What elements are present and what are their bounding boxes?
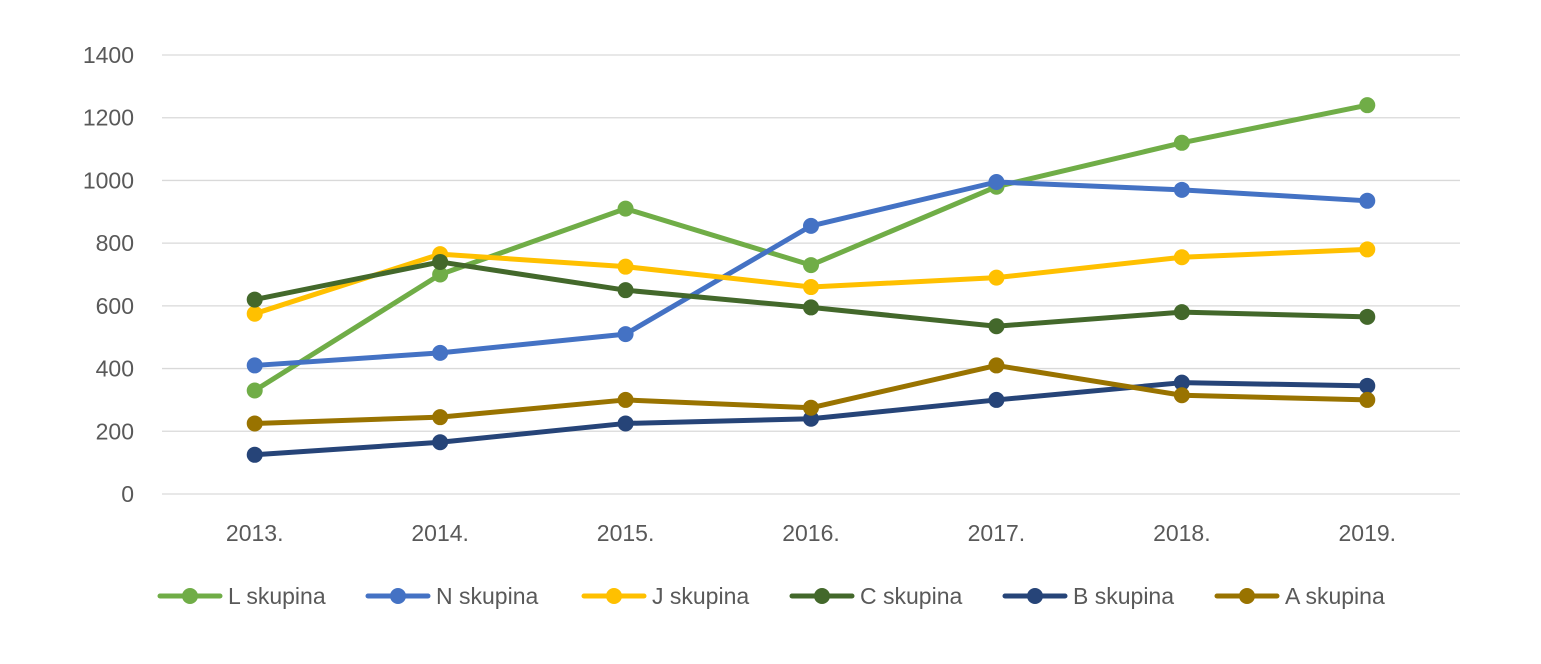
data-point — [246, 415, 263, 432]
series-l-skupina — [246, 97, 1376, 399]
series-c-skupina — [246, 253, 1376, 335]
series-lines — [246, 97, 1376, 463]
data-point — [617, 415, 634, 432]
legend-item: C skupina — [789, 583, 962, 609]
legend-item: A skupina — [1214, 583, 1385, 609]
series-n-skupina — [246, 173, 1376, 374]
y-tick-label: 1200 — [83, 105, 134, 131]
legend-item: L skupina — [157, 583, 326, 609]
data-point — [1359, 97, 1376, 114]
y-tick-label: 600 — [96, 293, 134, 319]
data-point — [803, 217, 819, 234]
series-line — [252, 102, 1370, 394]
grid-lines — [162, 54, 1460, 495]
legend-item: B skupina — [1002, 583, 1174, 609]
data-point — [988, 269, 1005, 286]
legend-label: C skupina — [860, 583, 962, 609]
y-tick-label: 400 — [96, 356, 134, 382]
data-point — [1173, 181, 1190, 198]
data-point — [617, 258, 634, 275]
y-tick-label: 1000 — [83, 167, 134, 193]
legend-item: J skupina — [581, 583, 749, 609]
y-axis-ticks: 0 200 400 600 800 1000 1200 1400 — [83, 42, 134, 507]
data-point — [432, 266, 449, 283]
data-point — [803, 279, 819, 296]
data-point — [1359, 241, 1376, 258]
series-line — [252, 179, 1370, 368]
legend-swatch-marker — [390, 588, 406, 604]
legend: L skupina N skupina J skupina C skupina B sk… — [157, 583, 1385, 609]
x-axis-ticks: 2013. 2014. 2015. 2016. 2017. 2018. 2019. — [226, 520, 1396, 546]
legend-label: L skupina — [228, 583, 326, 609]
data-point — [1359, 391, 1376, 408]
x-tick-label: 2015. — [597, 520, 655, 546]
series-a-skupina — [246, 357, 1376, 432]
data-point — [1359, 192, 1376, 209]
data-point — [617, 200, 634, 217]
x-tick-label: 2017. — [968, 520, 1026, 546]
data-point — [432, 409, 449, 426]
y-tick-label: 800 — [96, 230, 134, 256]
data-point — [1359, 377, 1376, 394]
data-point — [246, 446, 263, 463]
legend-label: A skupina — [1285, 583, 1385, 609]
data-point — [432, 344, 449, 361]
data-point — [617, 282, 634, 299]
legend-swatch-marker — [1239, 588, 1255, 604]
data-point — [988, 173, 1005, 190]
data-point — [803, 257, 819, 274]
legend-item: N skupina — [365, 583, 538, 609]
data-point — [988, 391, 1005, 408]
legend-swatch-marker — [182, 588, 198, 604]
data-point — [988, 318, 1005, 335]
data-point — [1359, 308, 1376, 325]
y-tick-label: 200 — [96, 418, 134, 444]
data-point — [617, 391, 634, 408]
series-b-skupina — [246, 374, 1376, 463]
x-tick-label: 2018. — [1153, 520, 1211, 546]
data-point — [1173, 374, 1190, 391]
y-tick-label: 1400 — [83, 42, 134, 68]
data-point — [1173, 304, 1190, 321]
legend-label: J skupina — [652, 583, 749, 609]
data-point — [803, 399, 819, 416]
x-tick-label: 2019. — [1339, 520, 1397, 546]
x-tick-label: 2014. — [411, 520, 469, 546]
data-point — [246, 291, 263, 308]
legend-swatch-marker — [1027, 588, 1043, 604]
data-point — [432, 434, 449, 451]
data-point — [803, 410, 819, 427]
x-tick-label: 2016. — [782, 520, 840, 546]
legend-label: N skupina — [436, 583, 538, 609]
data-point — [1173, 249, 1190, 266]
legend-swatch-marker — [606, 588, 622, 604]
x-tick-label: 2013. — [226, 520, 284, 546]
data-point — [246, 382, 263, 399]
data-point — [1173, 134, 1190, 151]
data-point — [988, 357, 1005, 374]
data-point — [432, 253, 449, 270]
data-point — [617, 326, 634, 343]
legend-label: B skupina — [1073, 583, 1174, 609]
legend-swatch-marker — [814, 588, 830, 604]
data-point — [803, 299, 819, 316]
y-tick-label: 0 — [121, 481, 134, 507]
data-point — [246, 357, 263, 374]
data-point — [246, 305, 263, 322]
data-point — [1173, 387, 1190, 404]
